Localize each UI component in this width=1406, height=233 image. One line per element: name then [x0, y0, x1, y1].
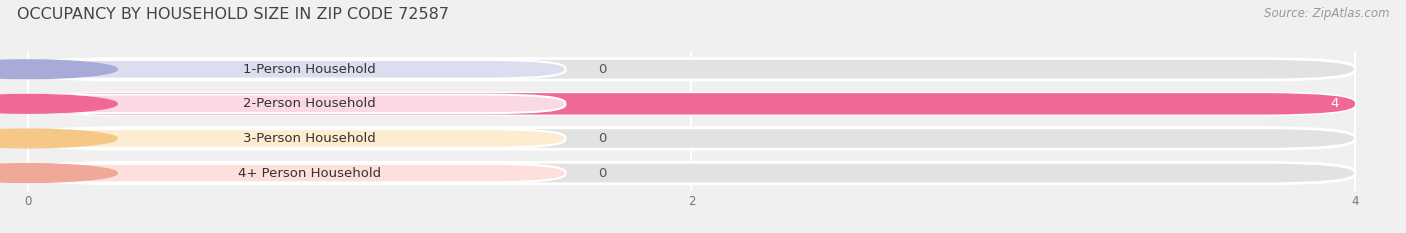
Text: 0: 0	[599, 132, 607, 145]
Circle shape	[0, 60, 117, 79]
Circle shape	[0, 129, 117, 148]
FancyBboxPatch shape	[28, 128, 1355, 149]
FancyBboxPatch shape	[28, 162, 1355, 184]
FancyBboxPatch shape	[28, 164, 565, 182]
FancyBboxPatch shape	[28, 95, 565, 113]
Text: OCCUPANCY BY HOUSEHOLD SIZE IN ZIP CODE 72587: OCCUPANCY BY HOUSEHOLD SIZE IN ZIP CODE …	[17, 7, 449, 22]
Text: 4+ Person Household: 4+ Person Household	[238, 167, 381, 180]
FancyBboxPatch shape	[28, 60, 565, 79]
Text: 4: 4	[1330, 97, 1339, 110]
Text: 3-Person Household: 3-Person Household	[243, 132, 377, 145]
FancyBboxPatch shape	[28, 58, 1355, 80]
FancyBboxPatch shape	[28, 93, 1355, 115]
Text: 0: 0	[599, 63, 607, 76]
Text: 2-Person Household: 2-Person Household	[243, 97, 377, 110]
FancyBboxPatch shape	[28, 129, 565, 148]
Text: Source: ZipAtlas.com: Source: ZipAtlas.com	[1264, 7, 1389, 20]
FancyBboxPatch shape	[28, 93, 1355, 115]
Text: 1-Person Household: 1-Person Household	[243, 63, 377, 76]
Circle shape	[0, 164, 117, 182]
Text: 0: 0	[599, 167, 607, 180]
Circle shape	[0, 95, 117, 113]
